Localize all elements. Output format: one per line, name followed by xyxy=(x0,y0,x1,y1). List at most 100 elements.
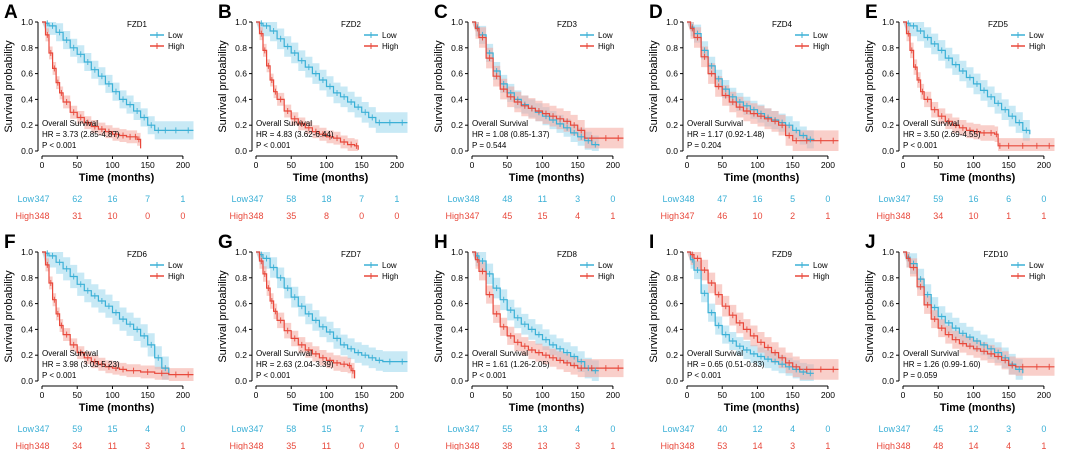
panel-letter: G xyxy=(218,232,233,253)
overall-survival-label: Overall Survival xyxy=(256,349,312,358)
risk-high-count: 1 xyxy=(610,211,615,221)
x-axis-label: Time (months) xyxy=(509,172,585,184)
risk-high-count: 348 xyxy=(248,211,263,221)
x-tick-label: 50 xyxy=(286,390,296,400)
legend-high-label: High xyxy=(1029,42,1045,51)
risk-high-count: 10 xyxy=(107,211,117,221)
high-survival-line xyxy=(903,21,1055,147)
low-ci-band xyxy=(256,252,408,372)
panel-letter: H xyxy=(434,232,448,253)
y-tick-label: 0.2 xyxy=(21,350,33,360)
overall-survival-label: Overall Survival xyxy=(256,119,312,128)
risk-low-label: Low xyxy=(662,194,679,204)
risk-high-count: 53 xyxy=(717,441,727,450)
legend-high-label: High xyxy=(813,42,829,51)
legend-high-label: High xyxy=(168,272,184,281)
risk-low-count: 59 xyxy=(933,194,943,204)
risk-low-label: Low xyxy=(447,424,464,434)
risk-low-count: 0 xyxy=(1041,424,1046,434)
y-tick-label: 0.0 xyxy=(235,376,247,386)
y-axis-label: Survival probability xyxy=(433,40,445,133)
y-axis-label: Survival probability xyxy=(648,40,660,133)
high-ci-band xyxy=(687,252,839,380)
y-tick-label: 1.0 xyxy=(666,247,678,257)
risk-low-count: 12 xyxy=(752,424,762,434)
x-tick-label: 150 xyxy=(571,390,585,400)
risk-low-label: Low xyxy=(17,424,34,434)
overall-survival-label: Overall Survival xyxy=(687,119,743,128)
risk-high-label: High xyxy=(876,441,895,450)
x-axis-label: Time (months) xyxy=(724,172,800,184)
x-axis-label: Time (months) xyxy=(940,172,1016,184)
low-survival-line xyxy=(42,251,170,375)
y-axis-label: Survival probability xyxy=(433,270,445,363)
p-value: P = 0.204 xyxy=(687,141,722,150)
risk-high-count: 1 xyxy=(180,441,185,450)
p-value: P < 0.001 xyxy=(42,141,77,150)
y-axis-label: Survival probability xyxy=(3,40,15,133)
risk-high-count: 46 xyxy=(717,211,727,221)
risk-high-label: High xyxy=(445,211,464,221)
x-tick-label: 0 xyxy=(40,160,45,170)
y-tick-label: 0.4 xyxy=(666,324,678,334)
x-tick-label: 50 xyxy=(717,160,727,170)
panel-letter: D xyxy=(649,2,663,23)
x-tick-label: 150 xyxy=(786,160,800,170)
legend-title: FZD6 xyxy=(127,250,148,259)
x-tick-label: 50 xyxy=(717,390,727,400)
y-tick-label: 0.4 xyxy=(882,94,894,104)
low-ci-band xyxy=(256,22,408,133)
x-tick-label: 100 xyxy=(105,160,119,170)
x-tick-label: 0 xyxy=(470,160,475,170)
high-ci-band xyxy=(256,22,359,151)
risk-high-count: 1 xyxy=(1041,211,1046,221)
risk-low-count: 5 xyxy=(790,194,795,204)
p-value: P < 0.001 xyxy=(472,371,507,380)
risk-high-count: 34 xyxy=(933,211,943,221)
risk-high-count: 10 xyxy=(752,211,762,221)
y-tick-label: 0.6 xyxy=(882,299,894,309)
low-ci-band xyxy=(42,22,194,140)
y-axis-label: Survival probability xyxy=(217,270,229,363)
x-tick-label: 150 xyxy=(355,390,369,400)
risk-high-count: 14 xyxy=(968,441,978,450)
high-survival-line xyxy=(687,21,839,142)
risk-high-count: 11 xyxy=(108,441,117,450)
legend-high-label: High xyxy=(382,272,398,281)
y-tick-label: 0.2 xyxy=(666,350,678,360)
p-value: P = 0.544 xyxy=(472,141,507,150)
y-tick-label: 0.4 xyxy=(235,94,247,104)
km-panel-e: E Survival probability Time (months) 0.0 0.2… xyxy=(864,2,1055,221)
y-tick-label: 0.4 xyxy=(21,324,33,334)
x-tick-label: 50 xyxy=(502,160,512,170)
km-panel-h: H Survival probability Time (months) 0.0 0.2… xyxy=(433,232,624,450)
risk-low-count: 0 xyxy=(610,194,615,204)
y-tick-label: 0.0 xyxy=(882,376,894,386)
panel-letter: C xyxy=(434,2,448,23)
risk-low-count: 0 xyxy=(1041,194,1046,204)
legend-low-label: Low xyxy=(382,261,397,270)
hazard-ratio: HR = 3.50 (2.69-4.55) xyxy=(903,130,981,139)
y-tick-label: 0.6 xyxy=(21,69,33,79)
km-panel-g: G Survival probability Time (months) 0.0 0.2… xyxy=(217,232,408,450)
risk-low-count: 0 xyxy=(610,424,615,434)
x-axis-label: Time (months) xyxy=(293,402,369,414)
risk-high-count: 347 xyxy=(464,211,479,221)
risk-low-count: 1 xyxy=(180,194,185,204)
x-tick-label: 100 xyxy=(105,390,119,400)
risk-low-count: 15 xyxy=(321,424,331,434)
y-tick-label: 1.0 xyxy=(666,17,678,27)
x-tick-label: 100 xyxy=(966,160,980,170)
p-value: P < 0.001 xyxy=(256,371,291,380)
y-tick-label: 1.0 xyxy=(882,17,894,27)
x-tick-label: 200 xyxy=(606,160,620,170)
x-tick-label: 150 xyxy=(355,160,369,170)
risk-low-count: 347 xyxy=(895,424,910,434)
risk-low-count: 11 xyxy=(538,194,547,204)
p-value: P < 0.001 xyxy=(687,371,722,380)
risk-high-count: 1 xyxy=(825,211,830,221)
legend-high-label: High xyxy=(598,42,614,51)
high-survival-line xyxy=(42,21,142,149)
risk-high-label: High xyxy=(445,441,464,450)
